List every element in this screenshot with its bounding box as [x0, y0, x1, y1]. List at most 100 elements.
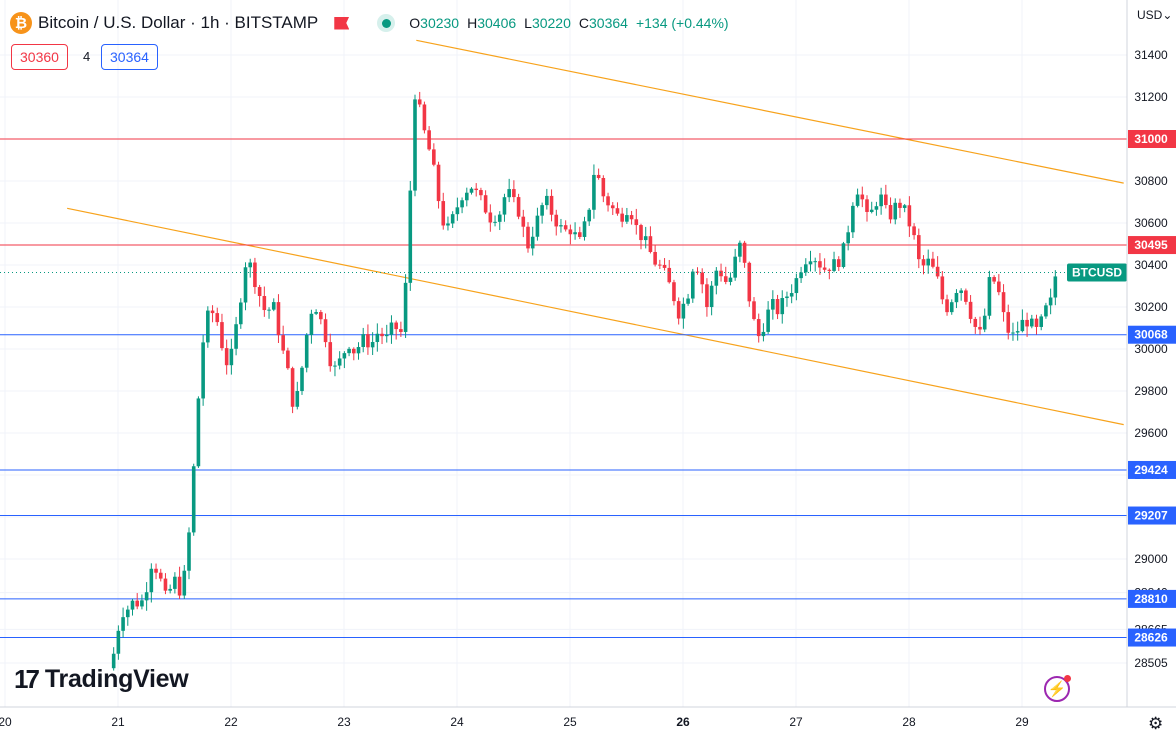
candle-body	[832, 259, 836, 271]
sell-button[interactable]: 30360	[11, 44, 68, 70]
symbol-title[interactable]: Bitcoin / U.S. Dollar · 1h · BITSTAMP	[38, 13, 319, 32]
candle-body	[187, 532, 191, 571]
buy-button[interactable]: 30364	[101, 44, 158, 70]
gear-icon[interactable]: ⚙	[1148, 714, 1164, 733]
x-tick-label: 23	[337, 715, 351, 729]
price-axis[interactable]: 2850528665288402900029200294002960029800…	[1126, 0, 1176, 707]
bitcoin-icon: ₿	[10, 12, 32, 34]
candle-body	[860, 194, 865, 200]
candle-body	[766, 309, 770, 332]
candle-body	[714, 270, 719, 286]
level-price-label: 30068	[1134, 328, 1168, 342]
y-tick-label: 31200	[1134, 90, 1168, 104]
candle-body	[1053, 276, 1058, 298]
level-price-tag	[1128, 130, 1176, 148]
candle-body	[620, 213, 624, 222]
level-price-tag	[1128, 325, 1176, 344]
candle-body	[323, 319, 328, 343]
candle-body	[337, 358, 342, 366]
candle-body	[874, 206, 879, 210]
level-price-tag	[1128, 628, 1176, 647]
x-tick-label: 24	[450, 715, 464, 729]
symbol-tag	[1067, 263, 1127, 282]
candle-body	[464, 192, 469, 201]
candle-body	[234, 324, 238, 349]
y-tick-label: 30400	[1134, 258, 1168, 272]
candle-body	[370, 342, 375, 348]
candle-body	[248, 262, 253, 268]
candle-body	[328, 342, 333, 367]
candle-body	[229, 348, 234, 366]
candle-body	[493, 221, 497, 223]
candle-body	[789, 293, 794, 297]
candle-body	[973, 318, 978, 327]
channel-line-1[interactable]	[416, 39, 1124, 184]
level-price-label: 31000	[1134, 132, 1168, 146]
candle-body	[921, 259, 926, 266]
candle-body	[563, 225, 568, 230]
candle-body	[836, 259, 841, 267]
candle-body	[761, 331, 766, 337]
candle-body	[483, 195, 488, 213]
candle-body	[719, 270, 723, 277]
candle-body	[347, 348, 351, 354]
candle-body	[596, 174, 601, 178]
candle-body	[1039, 316, 1044, 327]
tradingview-logo[interactable]: 17 TradingView	[14, 664, 189, 695]
channel-line-2[interactable]	[67, 207, 1124, 426]
candle-body	[799, 272, 803, 279]
y-tick-label: 29800	[1134, 384, 1168, 398]
candle-body	[403, 282, 408, 332]
candle-body	[375, 333, 380, 343]
candle-body	[846, 232, 850, 244]
x-tick-label: 20	[0, 715, 12, 729]
logo-mark: 17	[14, 664, 40, 694]
candle-body	[271, 302, 276, 310]
candle-body	[191, 466, 196, 533]
candle-body	[573, 232, 577, 235]
currency-selector[interactable]: USD⌄	[1137, 8, 1172, 22]
time-axis[interactable]: 20 21 22 23 24 25 26 27 28 29	[0, 706, 1176, 740]
candle-body	[446, 223, 450, 226]
candle-body	[304, 334, 309, 368]
x-tick-label: 27	[789, 715, 803, 729]
candle-body	[997, 281, 1001, 293]
candle-body	[154, 568, 158, 573]
candle-body	[267, 309, 271, 311]
candle-body	[295, 391, 300, 407]
candle-body	[455, 207, 460, 215]
lightning-icon[interactable]: ⚡	[1044, 675, 1071, 702]
candle-body	[615, 208, 620, 214]
candle-body	[135, 600, 140, 607]
candle-body	[606, 196, 610, 206]
candle-body	[196, 398, 201, 467]
candle-body	[992, 277, 996, 282]
candle-body	[747, 262, 752, 302]
y-tick-label: 31400	[1134, 48, 1168, 62]
candle-body	[215, 313, 220, 323]
level-price-tag	[1128, 589, 1176, 608]
candle-body	[333, 365, 337, 367]
candle-body	[601, 177, 606, 197]
candle-body	[1025, 319, 1029, 327]
candle-body	[1015, 331, 1020, 333]
level-price-label: 28626	[1134, 631, 1168, 645]
flag-icon[interactable]	[334, 16, 350, 30]
candle-body	[389, 322, 394, 335]
horizontal-levels[interactable]	[0, 138, 1127, 639]
candle-body	[384, 334, 389, 337]
candle-body	[907, 205, 912, 227]
currency-label: USD	[1137, 8, 1163, 22]
candle-body	[1029, 318, 1034, 327]
candle-body	[893, 202, 898, 220]
channel-lines[interactable]	[67, 39, 1124, 426]
candle-body	[662, 264, 667, 268]
candle-body	[912, 226, 916, 236]
symbol-header: ₿ Bitcoin / U.S. Dollar · 1h · BITSTAMP …	[10, 10, 729, 36]
market-status-icon[interactable]	[377, 14, 396, 32]
y-tick-label: 30800	[1134, 174, 1168, 188]
candle-body	[987, 277, 992, 316]
candle-body	[916, 235, 921, 260]
candle-body	[625, 215, 629, 222]
